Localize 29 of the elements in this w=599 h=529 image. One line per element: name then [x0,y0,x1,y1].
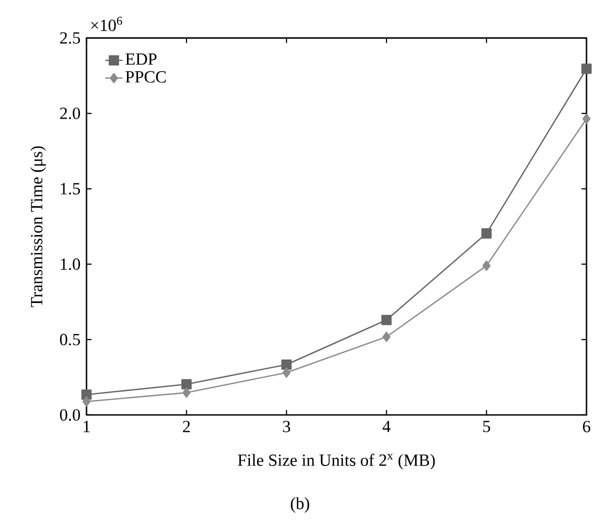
point [581,64,592,74]
x-tick-label: 2 [183,420,190,432]
x-axis-title: File Size in Units of 2$^{x}$ (MB) [238,454,435,470]
y-axis-title: Transmission Time (μs) [30,146,46,308]
y-tick-label: 2.5 [60,32,80,44]
x-tick-label: 3 [283,420,290,432]
legend-label: PPCC [126,71,166,83]
point [82,396,91,407]
y-tick-label: 2.0 [60,108,80,120]
point [482,260,491,271]
x-tick-label: 1 [84,420,90,432]
y-tick-label: 1.5 [60,183,80,195]
point [181,379,192,390]
point [382,332,391,342]
point [381,314,392,326]
text: (b) [290,497,310,513]
point [481,228,492,239]
point [282,367,291,378]
y-tick-label: 0.5 [60,334,80,346]
legend-label: EDP [126,53,157,65]
point [582,114,591,124]
y-tick-label: 0.0 [60,409,80,421]
point [281,359,292,370]
x-tick-label: 4 [382,420,390,432]
x-tick-label: 6 [582,420,590,432]
x-tick-label: 5 [483,420,490,432]
text: ×10$^{6}$ [91,16,122,32]
point [182,388,191,398]
y-tick-label: 1.0 [60,258,80,270]
